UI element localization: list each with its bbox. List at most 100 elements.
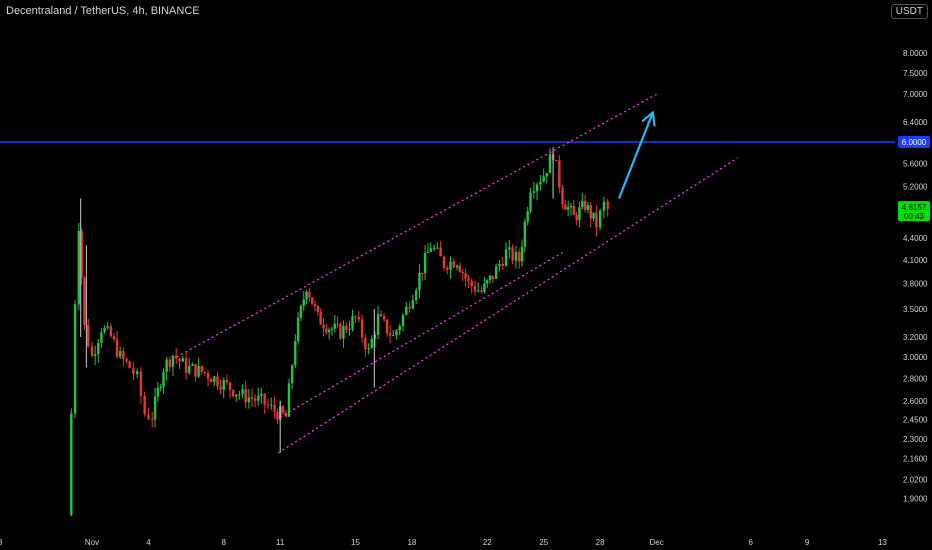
y-tick-label: 2.0200 [903,475,928,484]
candle-down [175,355,178,359]
candle-down [458,265,462,272]
candle-down [276,411,279,420]
candle-up [373,334,377,339]
candle-down [470,280,473,287]
candle-up [414,290,418,301]
candle-down [379,314,383,317]
candle-up [103,327,106,333]
candle-up [429,248,432,252]
y-tick-label: 3.5000 [903,305,928,314]
candle-up [432,247,436,249]
candle-down [250,397,254,399]
candle-up [302,299,305,306]
candle-up [270,404,273,406]
candle-down [360,319,364,338]
x-tick-label: 25 [539,538,548,547]
y-tick-label: 1.9000 [903,494,928,503]
candle-down [263,393,266,405]
x-tick-label: 13 [878,538,887,547]
candle-down [354,316,357,318]
candle-up [93,354,97,356]
candle-up [330,328,334,330]
candle-down [467,278,470,281]
candle-up [449,261,452,270]
x-tick-label: Dec [649,538,663,547]
candle-up [235,394,238,397]
candle-up [351,316,354,329]
candle-down [125,358,128,362]
candle-down [266,404,270,406]
candle-down [313,304,317,307]
candle-down [310,297,314,305]
y-tick-label: 4.1000 [903,256,928,265]
x-tick-label: 8 [222,538,227,547]
candle-down [518,251,521,262]
candle-down [382,316,386,320]
candle-down [606,201,609,209]
candle-down [589,205,592,219]
candle-down [595,212,598,228]
candle-up [77,230,81,305]
candle-down [357,316,360,320]
y-tick-label: 8.0000 [903,49,928,58]
candle-down [442,256,446,268]
candle-up [539,181,542,185]
candle-down [316,306,320,312]
candle-up [523,221,527,247]
candle-up [367,348,370,350]
candle-down [184,358,188,373]
x-tick-label: 28 [0,538,3,547]
y-tick-label: 2.8000 [903,374,928,383]
channel-upper-line [176,93,657,358]
candle-down [219,386,222,390]
candle-down [206,372,210,379]
candle-up [483,283,486,292]
candle-up [73,304,77,414]
candle-down [325,328,328,333]
candle-down [511,247,514,261]
candle-up [165,359,168,372]
candle-down [83,277,86,325]
candle-down [339,324,342,339]
candle-down [464,273,467,279]
candle-up [514,251,518,261]
candle-down [122,350,125,359]
candle-up [602,201,606,211]
candle-down [583,200,587,210]
currency-badge[interactable]: USDT [890,4,928,19]
candle-down [143,395,146,415]
y-tick-label: 7.5000 [903,69,928,78]
candle-up [581,200,584,208]
candle-up [287,383,291,417]
candle-up [188,365,191,373]
channel-lower-line [277,157,738,454]
projection-arrow-head [641,110,656,127]
candle-up [569,206,573,208]
candle-down [80,230,83,278]
candle-down [132,368,135,375]
candle-up [106,326,109,328]
candle-down [564,204,567,210]
candle-down [228,382,232,390]
candle-down [319,311,322,325]
x-tick-label: 28 [596,538,605,547]
candle-up [327,329,331,333]
candle-down [408,306,411,309]
candle-up [241,389,244,395]
y-tick-label: 5.2000 [903,182,928,191]
horizontal-level-label: 6.0000 [902,138,927,147]
candle-up [426,251,430,253]
candle-up [342,325,345,339]
x-tick-label: 11 [276,538,285,547]
candle-up [520,246,524,262]
candle-up [100,332,103,344]
candle-up [162,371,165,387]
candle-down [231,389,235,397]
candle-up [197,365,200,377]
candle-up [296,317,300,342]
candle-up [592,212,595,219]
candle-up [548,154,552,174]
candle-down [203,371,207,373]
candle-down [209,378,213,383]
